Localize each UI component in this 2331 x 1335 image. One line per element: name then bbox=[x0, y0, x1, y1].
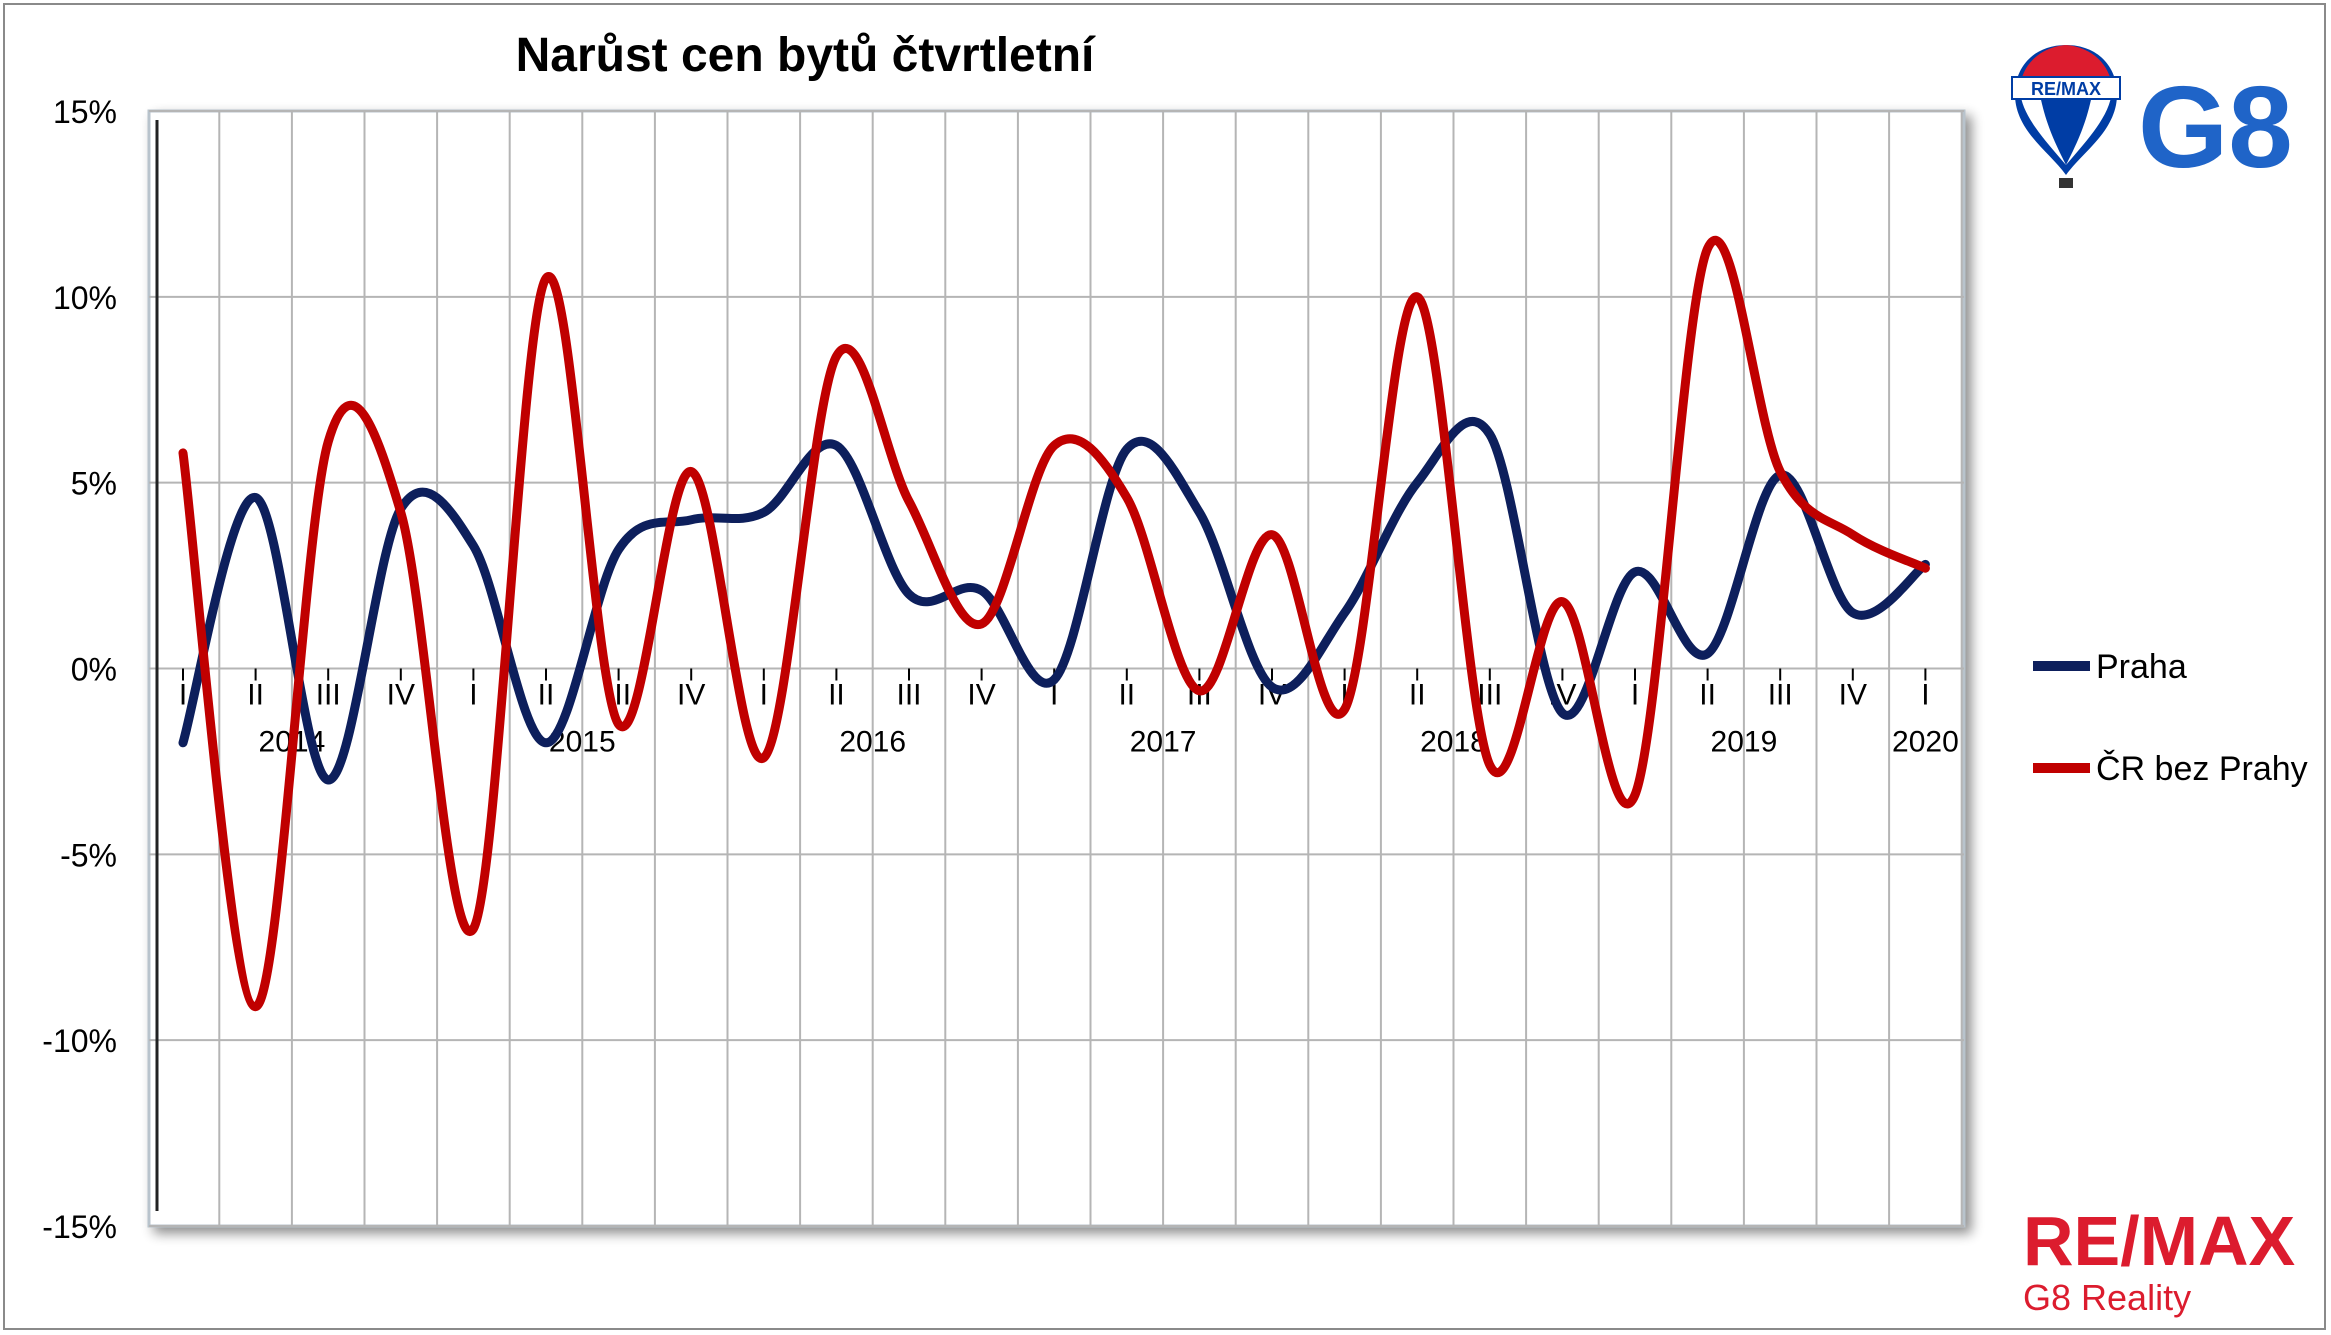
x-tick-label: III bbox=[896, 679, 921, 712]
chart-title: Narůst cen bytů čtvrtletní bbox=[516, 29, 1096, 82]
legend: Praha ČR bez Prahy bbox=[2033, 648, 2308, 788]
x-tick-label: IV bbox=[1839, 679, 1867, 712]
series-line-praha bbox=[178, 417, 1930, 785]
x-tick-label: I bbox=[469, 679, 477, 712]
y-tick-label: -15% bbox=[42, 1209, 117, 1245]
y-tick-label: 15% bbox=[53, 94, 117, 130]
legend-label-cr-bez-prahy: ČR bez Prahy bbox=[2096, 750, 2308, 788]
x-tick-label: II bbox=[1118, 679, 1135, 712]
y-tick-label: -5% bbox=[60, 837, 117, 873]
y-tick-label: 10% bbox=[53, 280, 117, 316]
x-tick-label: III bbox=[1768, 679, 1793, 712]
chart-frame: Narůst cen bytů čtvrtletní 15% 10% 5% 0% -5%… bbox=[3, 3, 2326, 1330]
y-tick-labels: 15% 10% 5% 0% -5% -10% -15% bbox=[42, 94, 117, 1245]
x-tick-label: I bbox=[1340, 679, 1348, 712]
x-tick-label: II bbox=[538, 679, 555, 712]
x-tick-label: I bbox=[1921, 679, 1929, 712]
x-tick-label: II bbox=[1409, 679, 1426, 712]
year-label: 2017 bbox=[1130, 726, 1197, 759]
series-lines bbox=[178, 235, 1930, 1012]
x-tick-label: I bbox=[1631, 679, 1639, 712]
remax-wordmark: RE/MAX bbox=[2023, 1205, 2296, 1280]
x-tick-label: IV bbox=[677, 679, 705, 712]
y-tick-label: 5% bbox=[71, 466, 117, 502]
x-tick-label: IV bbox=[967, 679, 995, 712]
series-line-cr-bez-prahy bbox=[178, 235, 1930, 1012]
x-tick-label: II bbox=[828, 679, 845, 712]
y-tick-label: 0% bbox=[71, 652, 117, 688]
g8-brand-text: G8 bbox=[2138, 62, 2293, 192]
year-label: 2016 bbox=[839, 726, 906, 759]
x-tick-label: II bbox=[247, 679, 264, 712]
balloon-icon: RE/MAX bbox=[2011, 45, 2121, 188]
year-label: 2020 bbox=[1892, 726, 1959, 759]
x-tick-label: III bbox=[316, 679, 341, 712]
year-label: 2019 bbox=[1711, 726, 1778, 759]
x-tick-label: I bbox=[760, 679, 768, 712]
line-chart: Narůst cen bytů čtvrtletní 15% 10% 5% 0% -5%… bbox=[42, 29, 2308, 1245]
y-tick-label: -10% bbox=[42, 1023, 117, 1059]
x-tick-label: III bbox=[1477, 679, 1502, 712]
x-tick-label: I bbox=[1050, 679, 1058, 712]
legend-label-praha: Praha bbox=[2096, 648, 2187, 686]
year-label: 2018 bbox=[1420, 726, 1487, 759]
g8-reality-text: G8 Reality bbox=[2023, 1277, 2191, 1318]
remax-g8-reality-logo: RE/MAX G8 Reality bbox=[2023, 1205, 2296, 1318]
svg-text:RE/MAX: RE/MAX bbox=[2031, 79, 2101, 99]
x-tick-label: II bbox=[1699, 679, 1716, 712]
x-tick-label: I bbox=[179, 679, 187, 712]
x-tick-label: IV bbox=[387, 679, 415, 712]
remax-g8-logo: RE/MAX G8 bbox=[2011, 45, 2293, 192]
